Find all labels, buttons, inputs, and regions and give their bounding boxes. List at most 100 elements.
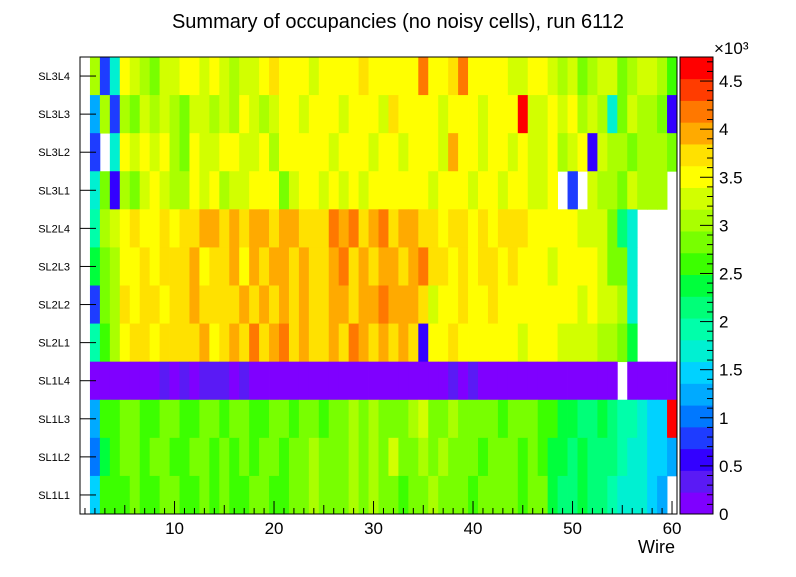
- colorbar-segment: [680, 122, 713, 145]
- heatmap-cell: [478, 323, 489, 363]
- heatmap-cell: [249, 361, 260, 401]
- heatmap-cell: [418, 95, 429, 134]
- heatmap-cell: [497, 399, 509, 439]
- heatmap-cell: [169, 133, 180, 172]
- heatmap-cell: [279, 133, 290, 172]
- heatmap-cell: [398, 57, 409, 96]
- heatmap-cell: [269, 209, 280, 248]
- heatmap-cell: [408, 171, 419, 210]
- heatmap-cell: [607, 323, 618, 363]
- heatmap-cell: [388, 475, 399, 515]
- heatmap-cell: [269, 475, 280, 515]
- heatmap-cell: [418, 285, 429, 324]
- heatmap-cell: [269, 57, 280, 96]
- heatmap-cell: [358, 209, 369, 248]
- heatmap-cell: [199, 95, 210, 134]
- heatmap-cell: [308, 399, 320, 439]
- heatmap-cell: [259, 285, 270, 324]
- heatmap-cell: [279, 323, 290, 363]
- heatmap-cell: [398, 399, 409, 439]
- heatmap-cell: [468, 209, 479, 248]
- heatmap-cell: [209, 133, 220, 172]
- heatmap-cell: [587, 133, 598, 172]
- heatmap-cell: [398, 247, 409, 286]
- heatmap-cell: [189, 171, 200, 210]
- heatmap-cell: [567, 247, 578, 286]
- heatmap-cell: [308, 361, 320, 401]
- heatmap-cell: [378, 437, 389, 477]
- heatmap-cell: [507, 95, 519, 134]
- heatmap-cell: [358, 133, 369, 172]
- heatmap-cell: [179, 399, 190, 439]
- heatmap-cell: [487, 209, 499, 248]
- heatmap-cell: [159, 437, 170, 477]
- heatmap-cell: [517, 361, 529, 401]
- heatmap-cell: [328, 361, 340, 401]
- heatmap-cell: [149, 437, 160, 477]
- heatmap-cell: [408, 399, 419, 439]
- heatmap-cell: [99, 437, 111, 477]
- heatmap-cell: [139, 57, 151, 96]
- heatmap-cell: [507, 399, 519, 439]
- heatmap-cell: [368, 437, 379, 477]
- heatmap-cell: [597, 475, 608, 515]
- heatmap-cell: [458, 209, 469, 248]
- heatmap-cell: [119, 133, 131, 172]
- heatmap-cell: [318, 399, 330, 439]
- heatmap-cell: [179, 323, 190, 363]
- heatmap-cell: [627, 247, 638, 286]
- heatmap-cell: [109, 247, 121, 286]
- heatmap-cell: [279, 437, 290, 477]
- heatmap-cell: [99, 95, 111, 134]
- heatmap-cell: [119, 361, 131, 401]
- heatmap-cell: [249, 95, 260, 134]
- heatmap-cell: [448, 133, 459, 172]
- heatmap-cell: [99, 285, 111, 324]
- heatmap-cell: [348, 247, 359, 286]
- heatmap-cell: [99, 399, 111, 439]
- heatmap-cell: [497, 323, 509, 363]
- heatmap-cell: [368, 171, 379, 210]
- y-row-label: SL1L1: [38, 490, 70, 502]
- heatmap-cell: [587, 57, 598, 96]
- heatmap-cell: [627, 209, 638, 248]
- heatmap-cell: [487, 95, 499, 134]
- heatmap-cell: [577, 323, 588, 363]
- heatmap-cell: [318, 95, 330, 134]
- heatmap-cell: [478, 57, 489, 96]
- heatmap-cell: [189, 323, 200, 363]
- heatmap-cell: [109, 399, 121, 439]
- heatmap-cell: [428, 133, 439, 172]
- heatmap-cell: [259, 361, 270, 401]
- x-axis-title: Wire: [638, 537, 675, 557]
- heatmap-cell: [388, 247, 399, 286]
- heatmap-cell: [458, 399, 469, 439]
- colorbar: 0 0.5 1 1.5 2 2.5 3 3.5 4 4.5: [679, 56, 743, 524]
- heatmap-cell: [139, 133, 151, 172]
- colorbar-segment: [680, 252, 713, 276]
- colorbar-tick-label: 1: [719, 409, 728, 428]
- heatmap-cell: [129, 437, 141, 477]
- heatmap-cell: [298, 399, 310, 439]
- heatmap-cell: [507, 475, 519, 515]
- heatmap-cell: [109, 437, 121, 477]
- heatmap-cell: [378, 361, 389, 401]
- heatmap-cell: [537, 171, 549, 210]
- heatmap-cell: [667, 57, 678, 96]
- y-row-label: SL3L2: [38, 147, 70, 159]
- heatmap-cell: [438, 361, 449, 401]
- heatmap-cell: [298, 323, 310, 363]
- heatmap-cell: [269, 247, 280, 286]
- heatmap-cell: [209, 475, 220, 515]
- heatmap-cell: [627, 361, 638, 401]
- heatmap-cell: [169, 95, 180, 134]
- heatmap-cell: [497, 171, 509, 210]
- heatmap-cell: [478, 247, 489, 286]
- heatmap-cell: [567, 475, 578, 515]
- heatmap-cell: [288, 133, 300, 172]
- heatmap-cell: [557, 399, 568, 439]
- heatmap-cell: [328, 171, 340, 210]
- heatmap-cell: [487, 399, 499, 439]
- heatmap-cell: [199, 361, 210, 401]
- heatmap-cell: [209, 95, 220, 134]
